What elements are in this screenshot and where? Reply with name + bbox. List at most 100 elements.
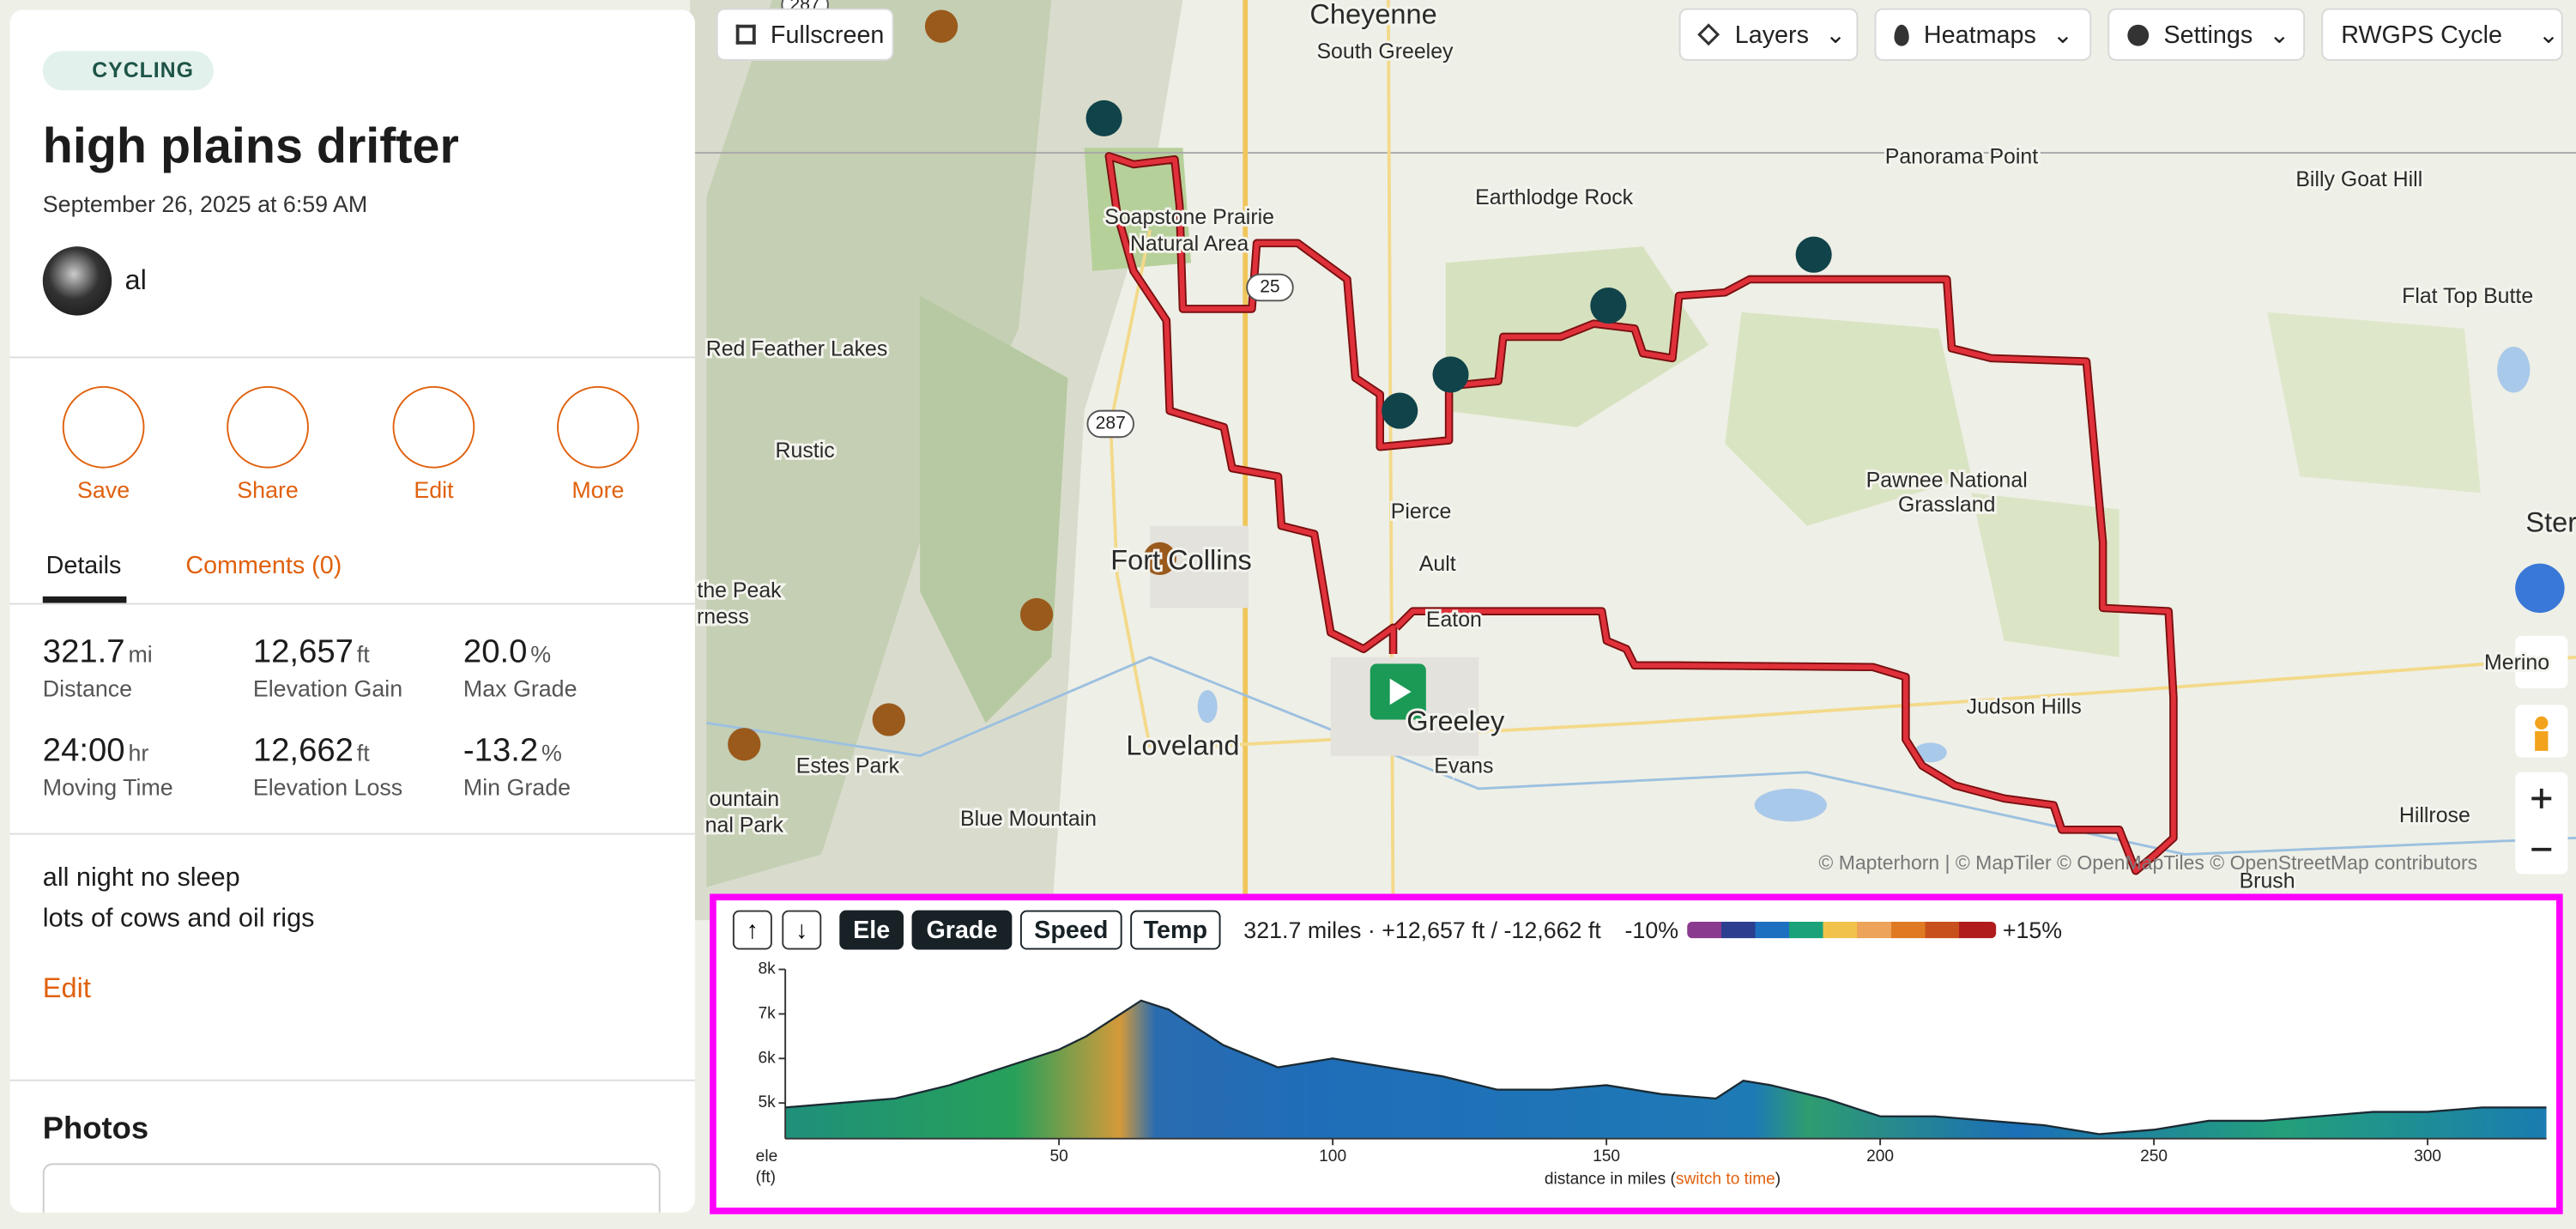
activity-date: September 26, 2025 at 6:59 AM bbox=[42, 191, 368, 217]
action-button[interactable] bbox=[392, 385, 475, 469]
button-label: Layers bbox=[1734, 20, 1809, 49]
poi-marker[interactable] bbox=[1143, 542, 1176, 576]
stat-value-row: 321.7 mi bbox=[43, 634, 153, 672]
photo-marker[interactable] bbox=[1382, 392, 1418, 429]
lake bbox=[2497, 346, 2531, 393]
place-label: Panorama Point bbox=[1885, 144, 2038, 168]
place-label: South Greeley bbox=[1316, 39, 1454, 64]
zoom-icons bbox=[2531, 788, 2552, 851]
chat-button[interactable] bbox=[2515, 563, 2565, 614]
action-label[interactable]: Edit bbox=[414, 476, 454, 503]
chevron: ⌄ bbox=[1825, 21, 1847, 50]
activity-type: CYCLING bbox=[92, 58, 194, 82]
profile-toggle[interactable]: Temp bbox=[1130, 910, 1221, 950]
fullscreen-button[interactable]: Fullscreen bbox=[716, 8, 894, 61]
photo-marker[interactable] bbox=[1795, 236, 1832, 273]
river bbox=[706, 656, 2576, 856]
stat-label: Moving Time bbox=[42, 773, 173, 801]
pegman bbox=[2535, 716, 2549, 730]
place-label: Flat Top Butte bbox=[2402, 284, 2533, 308]
divider bbox=[9, 1079, 695, 1081]
photo-marker[interactable] bbox=[1085, 100, 1122, 136]
tab[interactable]: Details bbox=[45, 552, 122, 580]
poi-markers bbox=[728, 9, 1176, 761]
place-label: Ault bbox=[1419, 552, 1456, 576]
poi-marker[interactable] bbox=[872, 703, 905, 736]
move-down-button[interactable]: ↓ bbox=[782, 910, 822, 950]
grade-legend-bar bbox=[1687, 922, 1997, 939]
tab-underline bbox=[42, 596, 127, 603]
grade-legend-min: -10% bbox=[1624, 917, 1679, 943]
profile-toggle[interactable]: Grade bbox=[911, 910, 1013, 950]
action-button[interactable] bbox=[62, 385, 145, 469]
stat-unit: hr bbox=[128, 739, 149, 766]
action-label[interactable]: Save bbox=[77, 476, 130, 503]
profile-toggle[interactable]: Speed bbox=[1019, 910, 1122, 950]
photo-markers bbox=[1085, 100, 1832, 429]
action-button[interactable] bbox=[557, 385, 639, 469]
stat-value-row: 24:00 hr bbox=[43, 733, 149, 771]
divider bbox=[9, 356, 695, 359]
poi-marker[interactable] bbox=[1019, 597, 1054, 632]
grassland bbox=[1725, 312, 1972, 526]
grade-legend-max: +15% bbox=[2002, 917, 2063, 943]
place-label: Greeley bbox=[1406, 705, 1505, 736]
move-up-button[interactable]: ↑ bbox=[732, 910, 772, 950]
poi-marker[interactable] bbox=[924, 9, 958, 43]
profile-toggle[interactable]: Ele bbox=[839, 910, 904, 950]
grassland bbox=[1445, 246, 1709, 427]
place-label: Hillrose bbox=[2399, 803, 2470, 827]
place-label: Pawnee National bbox=[1866, 469, 2028, 493]
stat-value: 12,662 bbox=[252, 732, 354, 769]
place-label: Judson Hills bbox=[1967, 695, 2082, 719]
action-label[interactable]: Share bbox=[237, 476, 299, 503]
zoom-control[interactable] bbox=[2515, 772, 2568, 875]
place-label: ountain bbox=[709, 787, 779, 811]
photos-heading: Photos bbox=[42, 1112, 149, 1147]
place-label: Billy Goat Hill bbox=[2295, 167, 2422, 191]
avatar[interactable] bbox=[42, 246, 112, 316]
photo-marker[interactable] bbox=[1432, 356, 1469, 393]
forest bbox=[706, 0, 1052, 887]
stat-value: 24:00 bbox=[42, 732, 125, 769]
settings-button[interactable]: Settings ⌄ bbox=[2107, 8, 2306, 61]
photo-marker[interactable] bbox=[1590, 288, 1627, 324]
route[interactable] bbox=[1106, 154, 2176, 874]
place-label: Eaton bbox=[1426, 608, 1482, 632]
tab[interactable]: Comments (0) bbox=[185, 552, 342, 580]
stat-label: Distance bbox=[42, 675, 133, 702]
button-label: Fullscreen bbox=[770, 20, 885, 49]
stat-unit: % bbox=[530, 640, 552, 668]
map-attribution: © Mapterhorn | © MapTiler © OpenMapTiles… bbox=[1818, 851, 2477, 874]
button-label: RWGPS Cycle bbox=[2341, 20, 2502, 49]
place-label: Soapstone Prairie bbox=[1104, 205, 1274, 229]
icon bbox=[1697, 23, 1720, 46]
stat-value-row: 12,657 ft bbox=[253, 634, 370, 672]
stat-label: Elevation Loss bbox=[252, 773, 403, 801]
place-label: Evans bbox=[1434, 754, 1493, 778]
heatmaps-button[interactable]: Heatmaps ⌄ bbox=[1874, 8, 2092, 61]
place-label: Blue Mountain bbox=[960, 807, 1097, 831]
stat-label: Max Grade bbox=[463, 675, 577, 702]
place-label: Estes Park bbox=[796, 754, 900, 778]
lake bbox=[1197, 690, 1218, 723]
user-name[interactable]: al bbox=[124, 264, 147, 296]
place-label: Merino bbox=[2484, 651, 2549, 675]
divider bbox=[9, 832, 695, 835]
poi-marker[interactable] bbox=[728, 728, 761, 761]
legend-button[interactable] bbox=[2515, 635, 2568, 689]
grassland bbox=[1971, 493, 2119, 657]
route-shield: 287 bbox=[1096, 413, 1126, 433]
action-label[interactable]: More bbox=[571, 476, 625, 503]
place-label: the Peak bbox=[697, 578, 782, 602]
activity-badge: CYCLING bbox=[42, 51, 214, 91]
photo-box[interactable] bbox=[42, 1163, 661, 1213]
place-label: Rustic bbox=[776, 439, 835, 463]
edit-link[interactable]: Edit bbox=[42, 972, 91, 1004]
action-button[interactable] bbox=[227, 385, 309, 469]
layers-button[interactable]: Layers ⌄ bbox=[1678, 8, 1859, 61]
map-style-button[interactable]: RWGPS Cycle ⌄ bbox=[2321, 8, 2563, 61]
lake bbox=[1754, 788, 1827, 822]
